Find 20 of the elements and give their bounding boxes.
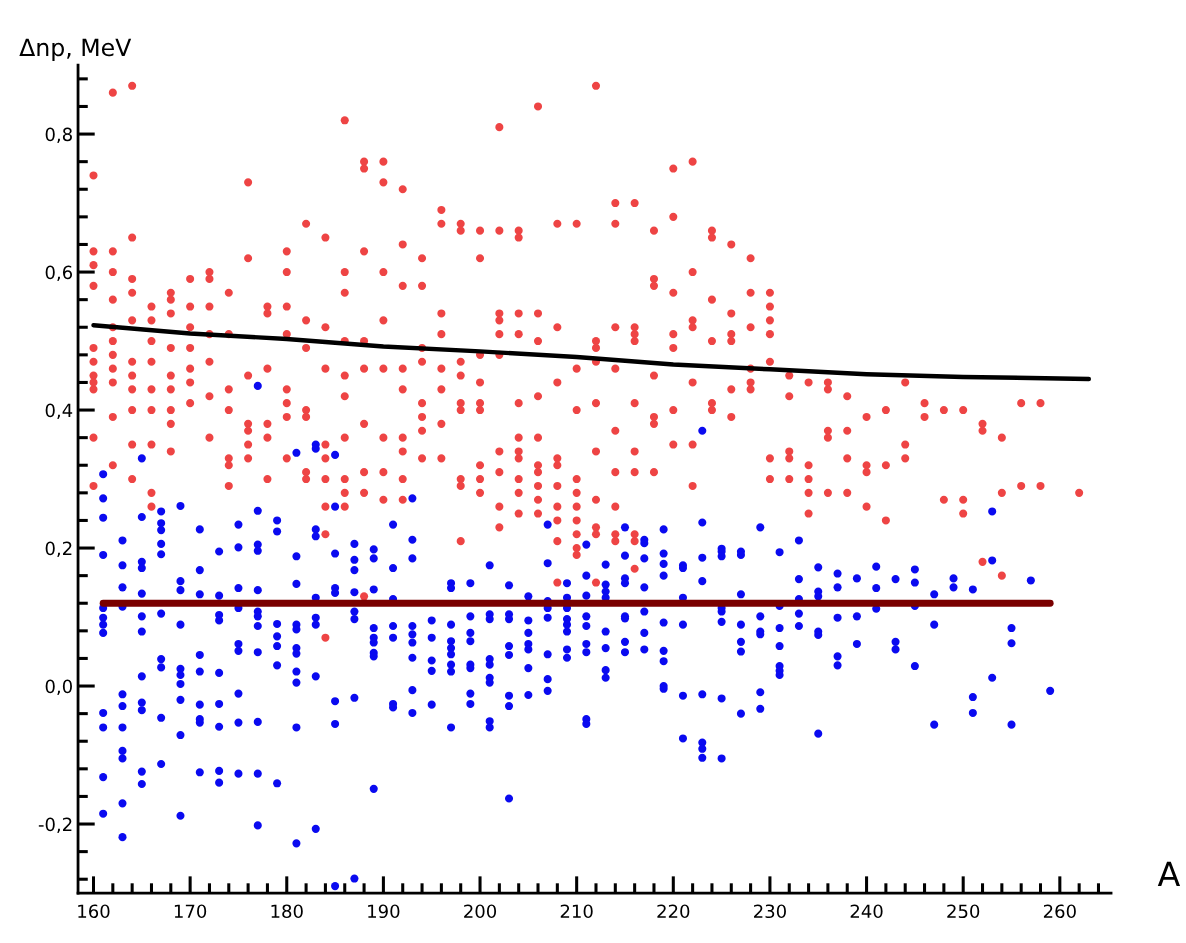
x-tick-label: 160 <box>78 904 110 919</box>
x-tick-label: 210 <box>560 904 593 919</box>
x-tick-label: 220 <box>657 904 690 919</box>
x-tick-label: 180 <box>271 904 303 919</box>
x-tick-label: 190 <box>368 904 400 919</box>
y-tick-label: 0,8 <box>45 127 72 144</box>
y-tick-label: 0,4 <box>45 403 73 420</box>
x-tick-label: 200 <box>464 904 497 919</box>
x-tick-label: 170 <box>174 904 207 919</box>
y-tick-label: 0,0 <box>45 679 72 695</box>
x-axis-title: A <box>1157 861 1181 887</box>
y-axis-title: Δnp, MeV <box>19 38 132 61</box>
x-tick-label: 260 <box>1043 904 1076 919</box>
x-tick-label: 230 <box>754 904 786 919</box>
x-tick-label: 240 <box>850 904 883 919</box>
y-tick-label: -0,2 <box>38 817 72 833</box>
line-series <box>91 322 1092 382</box>
x-tick-label: 250 <box>947 904 980 919</box>
y-tick-label: 0,6 <box>45 265 73 282</box>
y-tick-label: 0,2 <box>45 541 72 557</box>
